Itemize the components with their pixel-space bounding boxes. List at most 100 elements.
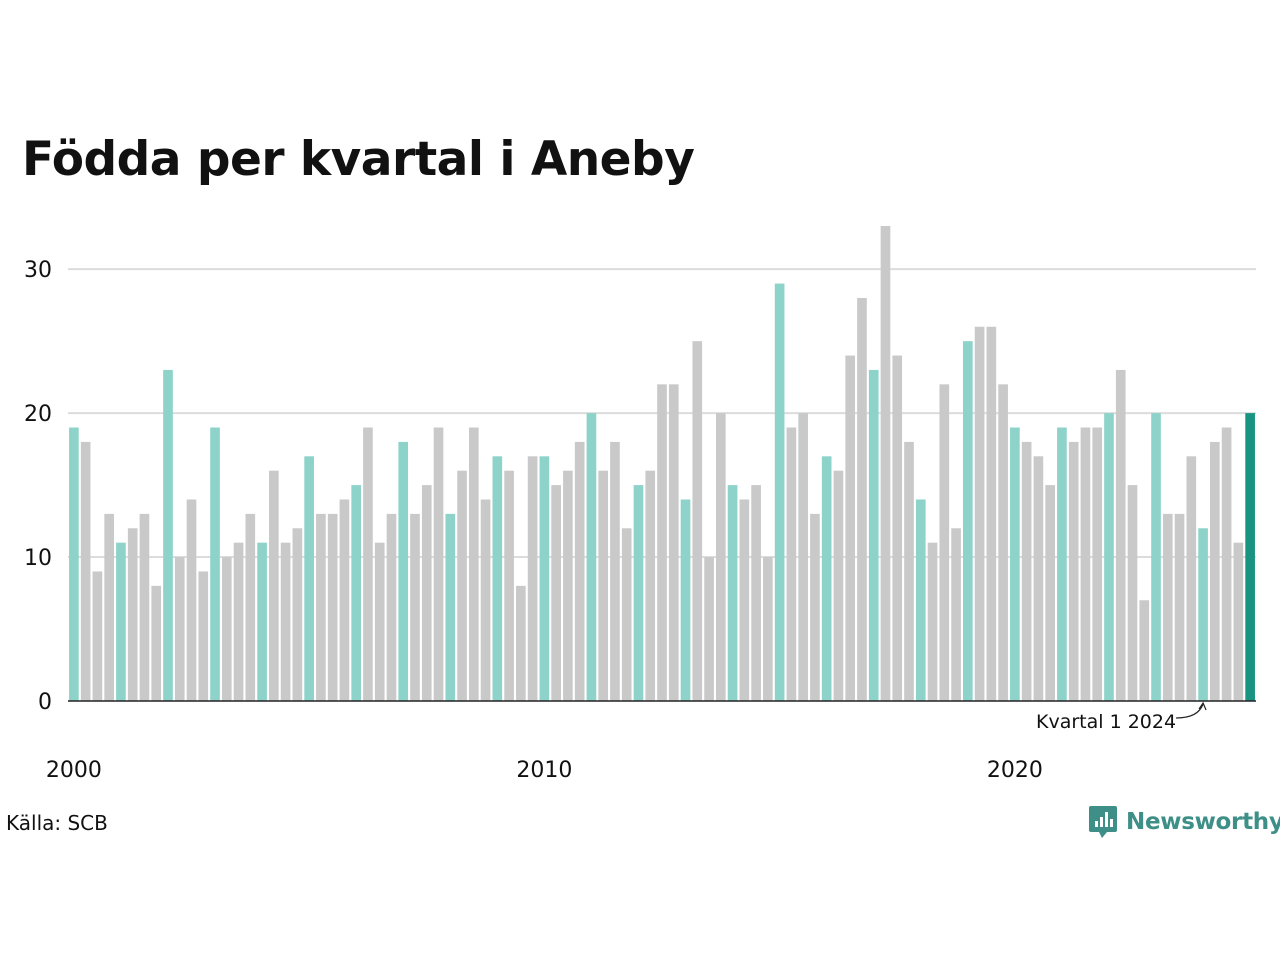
bar: [516, 585, 526, 701]
bar: [821, 456, 832, 701]
bar: [751, 485, 761, 701]
bar: [574, 441, 585, 701]
bar: [963, 341, 973, 701]
bar: [692, 341, 703, 701]
bar: [1186, 456, 1197, 701]
bar: [433, 427, 444, 701]
bar: [80, 441, 91, 701]
bar: [786, 427, 797, 701]
bar: [704, 557, 714, 701]
bar: [763, 557, 773, 701]
bar: [680, 499, 691, 701]
bar: [1080, 427, 1091, 701]
bar: [739, 499, 750, 701]
bar: [1057, 427, 1067, 701]
bar: [1127, 485, 1138, 701]
bar: [221, 557, 232, 701]
bar: [151, 585, 162, 701]
bar: [351, 485, 362, 701]
bar: [163, 369, 173, 701]
x-tick-label: 2020: [987, 758, 1043, 783]
y-tick-label: 30: [24, 258, 52, 283]
bar: [1198, 528, 1208, 701]
y-tick-label: 20: [24, 402, 52, 427]
bar: [774, 283, 785, 701]
bar: [480, 499, 491, 701]
x-tick-label: 2000: [46, 758, 102, 783]
bar: [116, 542, 126, 701]
bar: [857, 297, 867, 701]
bar: [468, 427, 479, 701]
bar: [257, 542, 267, 701]
bar: [621, 528, 632, 701]
brand-logo: Newsworthy: [1088, 804, 1280, 840]
bar: [527, 456, 538, 701]
annotation-arrowhead: [1198, 701, 1207, 711]
bar: [174, 557, 185, 701]
bar: [904, 441, 914, 701]
bar: [233, 542, 244, 701]
bar: [186, 499, 197, 701]
bar: [1021, 441, 1032, 701]
y-tick-label: 0: [38, 690, 52, 715]
bar: [986, 326, 997, 701]
bar: [1139, 600, 1150, 701]
bar: [1045, 485, 1055, 701]
bar: [316, 513, 326, 701]
bar: [1245, 413, 1255, 701]
y-tick-label: 10: [24, 546, 52, 571]
newsworthy-logo-icon: [1089, 806, 1117, 838]
bar: [974, 326, 985, 701]
brand-name: Newsworthy: [1126, 809, 1280, 835]
bar: [1092, 427, 1103, 701]
bar: [633, 485, 644, 701]
bar: [339, 499, 350, 701]
bar: [810, 513, 820, 701]
bar: [363, 427, 373, 701]
bar: [1151, 413, 1161, 701]
x-tick-label: 2010: [516, 758, 572, 783]
bar: [492, 456, 503, 701]
bar: [245, 513, 256, 701]
bar: [998, 384, 1008, 701]
bar: [457, 470, 467, 701]
chart-title: Födda per kvartal i Aneby: [22, 132, 695, 187]
bar: [69, 427, 79, 701]
bar: [445, 513, 456, 701]
bar: [563, 470, 573, 701]
bar: [421, 485, 432, 701]
bar: [504, 470, 514, 701]
bar: [610, 441, 620, 701]
bar: [715, 413, 726, 701]
bar: [139, 513, 150, 701]
bar: [1162, 513, 1173, 701]
bar: [892, 355, 903, 701]
bar: [727, 485, 738, 701]
bar: [798, 413, 808, 701]
bar: [386, 513, 397, 701]
annotation-arrow: [1176, 703, 1204, 719]
bar: [645, 470, 656, 701]
bar: [398, 441, 409, 701]
x-axis-ticks: 2000 2010 2020: [46, 758, 1043, 783]
bar: [127, 528, 138, 701]
bar: [880, 226, 891, 701]
bar: [1104, 413, 1114, 701]
latest-annotation: Kvartal 1 2024: [1036, 701, 1207, 733]
bar: [92, 571, 103, 701]
bar: [951, 528, 961, 701]
bar: [198, 571, 209, 701]
bar-chart: 0 10 20 30 2000 2010 2020 Kvartal 1 2024: [24, 226, 1256, 783]
bar: [868, 369, 879, 701]
bar: [927, 542, 938, 701]
bar: [1174, 513, 1185, 701]
bar: [539, 456, 550, 701]
bar: [551, 485, 561, 701]
bar: [1033, 456, 1044, 701]
bar: [915, 499, 926, 701]
bar: [1233, 542, 1244, 701]
bar: [269, 470, 279, 701]
source-note: Källa: SCB: [6, 811, 108, 835]
bar: [657, 384, 667, 701]
bar: [668, 384, 679, 701]
